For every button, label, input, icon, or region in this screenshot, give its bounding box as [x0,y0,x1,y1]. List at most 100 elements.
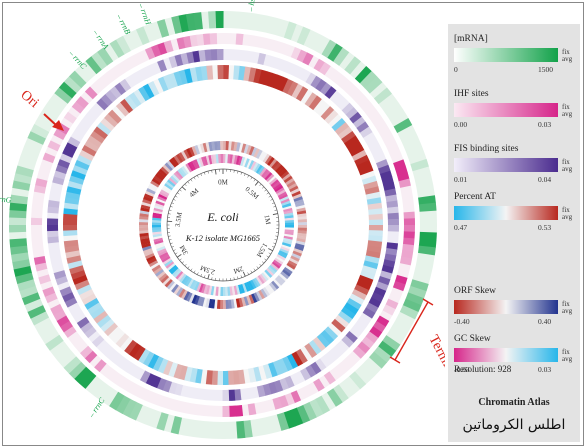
fis-ring-segment [80,321,93,334]
genome-scale-ring: 0M 0.5M 1M 1.5M 2M 2.5M 3M 3.5M 4M [166,168,280,282]
orf-skew-ring-segment [297,222,308,226]
mrna-ring-segment [135,26,150,46]
gc-skew-ring-segment [279,196,289,202]
mrna-ring-segment [27,130,47,145]
gc-skew-ring-segment [259,273,267,283]
percent-at-ring-segment [324,326,339,341]
legend-unit: fix avg [562,48,573,63]
orf-skew-ring-segment [142,245,152,251]
orf-skew-ring-segment [160,275,170,284]
ihf-ring-segment [296,49,308,63]
orf-skew-ring-segment [292,250,302,257]
gc-skew-ring-segment [156,246,166,252]
gc-skew-ring-segment [173,172,182,181]
gc-skew-ring-segment [237,156,243,166]
scale-tick [179,189,182,192]
percent-at-ring-segment [361,175,377,186]
gc-skew-ring-segment [257,275,265,284]
mrna-ring [9,10,437,439]
ihf-ring-segment [382,304,396,316]
legend-min: 0.47 [454,223,468,232]
gc-skew-ring-segment [179,167,187,177]
percent-at-ring-segment [320,106,335,121]
scale-tick [176,254,182,258]
percent-at-ring-segment [67,259,83,270]
fis-ring-segment [119,78,132,92]
percent-at-ring-segment [337,310,353,324]
legend-max: 1500 [538,65,553,74]
scale-tick [200,273,202,277]
orf-skew-ring-segment [235,298,241,308]
percent-at-ring-segment [286,353,299,369]
orf-skew-ring-segment [153,175,163,184]
orf-skew-ring-segment [139,210,150,215]
gc-skew-ring-segment [218,154,221,164]
ihf-ring-segment [144,46,156,60]
orf-skew-ring-segment [139,230,149,234]
scale-tick [271,246,275,248]
percent-at-ring-segment [84,139,100,152]
ihf-ring-segment [33,255,46,265]
orf-skew-ring-segment [181,150,188,161]
orf-skew-ring-segment [269,282,277,292]
orf-skew-ring-segment [143,250,154,257]
legend-gradient-bar [454,158,558,172]
percent-at-ring-segment [70,169,86,180]
legend-unit: fix avg [562,300,573,315]
fis-ring-segment [371,292,384,303]
mrna-ring-segment [289,407,304,427]
gc-skew-ring-segment [153,237,163,243]
scale-tick [268,252,271,255]
gc-skew-ring-segment [220,286,223,296]
ori-arrow-shaft [43,113,58,127]
orf-skew-ring-segment [286,262,296,270]
orf-skew-ring-segment [205,298,210,308]
gc-skew-ring-segment [194,159,200,169]
ihf-ring-segment [247,403,257,416]
orf-skew-ring-segment [141,201,151,207]
fis-ring-segment [341,335,354,348]
mrna-ring-segment [10,245,28,255]
ihf-ring-segment [42,286,56,297]
ihf-ring-segment [385,298,399,310]
gc-skew-ring-segment [203,284,209,294]
scale-tick [207,171,209,174]
gc-skew-ring-segment [159,191,169,198]
percent-at-ring-segment [96,121,112,136]
scale-tick [270,199,273,201]
gc-skew-ring-segment [229,154,234,164]
percent-at-ring-segment [107,109,122,124]
scale-tick [268,195,271,198]
ihf-ring-segment [228,405,237,417]
ihf-ring-segment [63,111,77,124]
gc-skew-ring-segment [162,257,172,265]
scale-tick-label: 3.5M [173,211,184,228]
gc-skew-ring-segment [282,239,292,245]
mrna-ring-segment [63,356,82,374]
percent-at-ring-segment [63,229,78,237]
orf-skew-ring-segment [258,289,265,300]
gc-skew-ring-segment [283,210,293,215]
gc-skew-ring-segment [152,212,162,217]
legend-label: IHF sites [454,89,489,99]
percent-at-ring-segment [128,92,142,107]
fis-ring-segment [310,75,322,89]
orf-skew-ring-segment [166,160,175,170]
scale-tick [266,192,269,195]
mrna-ring-segment [79,371,97,389]
percent-at-ring-segment [253,68,263,84]
percent-at-ring-segment [227,370,235,385]
orf-skew-ring-segment [144,193,154,200]
mrna-ring-segment [156,19,170,38]
mrna-ring-segment [156,412,169,431]
fis-ring-segment [341,102,355,115]
fis-ring-segment [109,86,122,99]
percent-at-ring-segment [189,367,198,383]
gc-skew-ring-segment [215,286,219,296]
orf-skew-ring-segment [295,243,305,249]
mrna-ring-segment [10,194,28,205]
ihf-ring-segment [401,250,414,259]
legend-min: 0.00 [454,120,468,129]
percent-at-ring-segment [304,343,318,358]
mrna-ring-segment [296,26,311,46]
